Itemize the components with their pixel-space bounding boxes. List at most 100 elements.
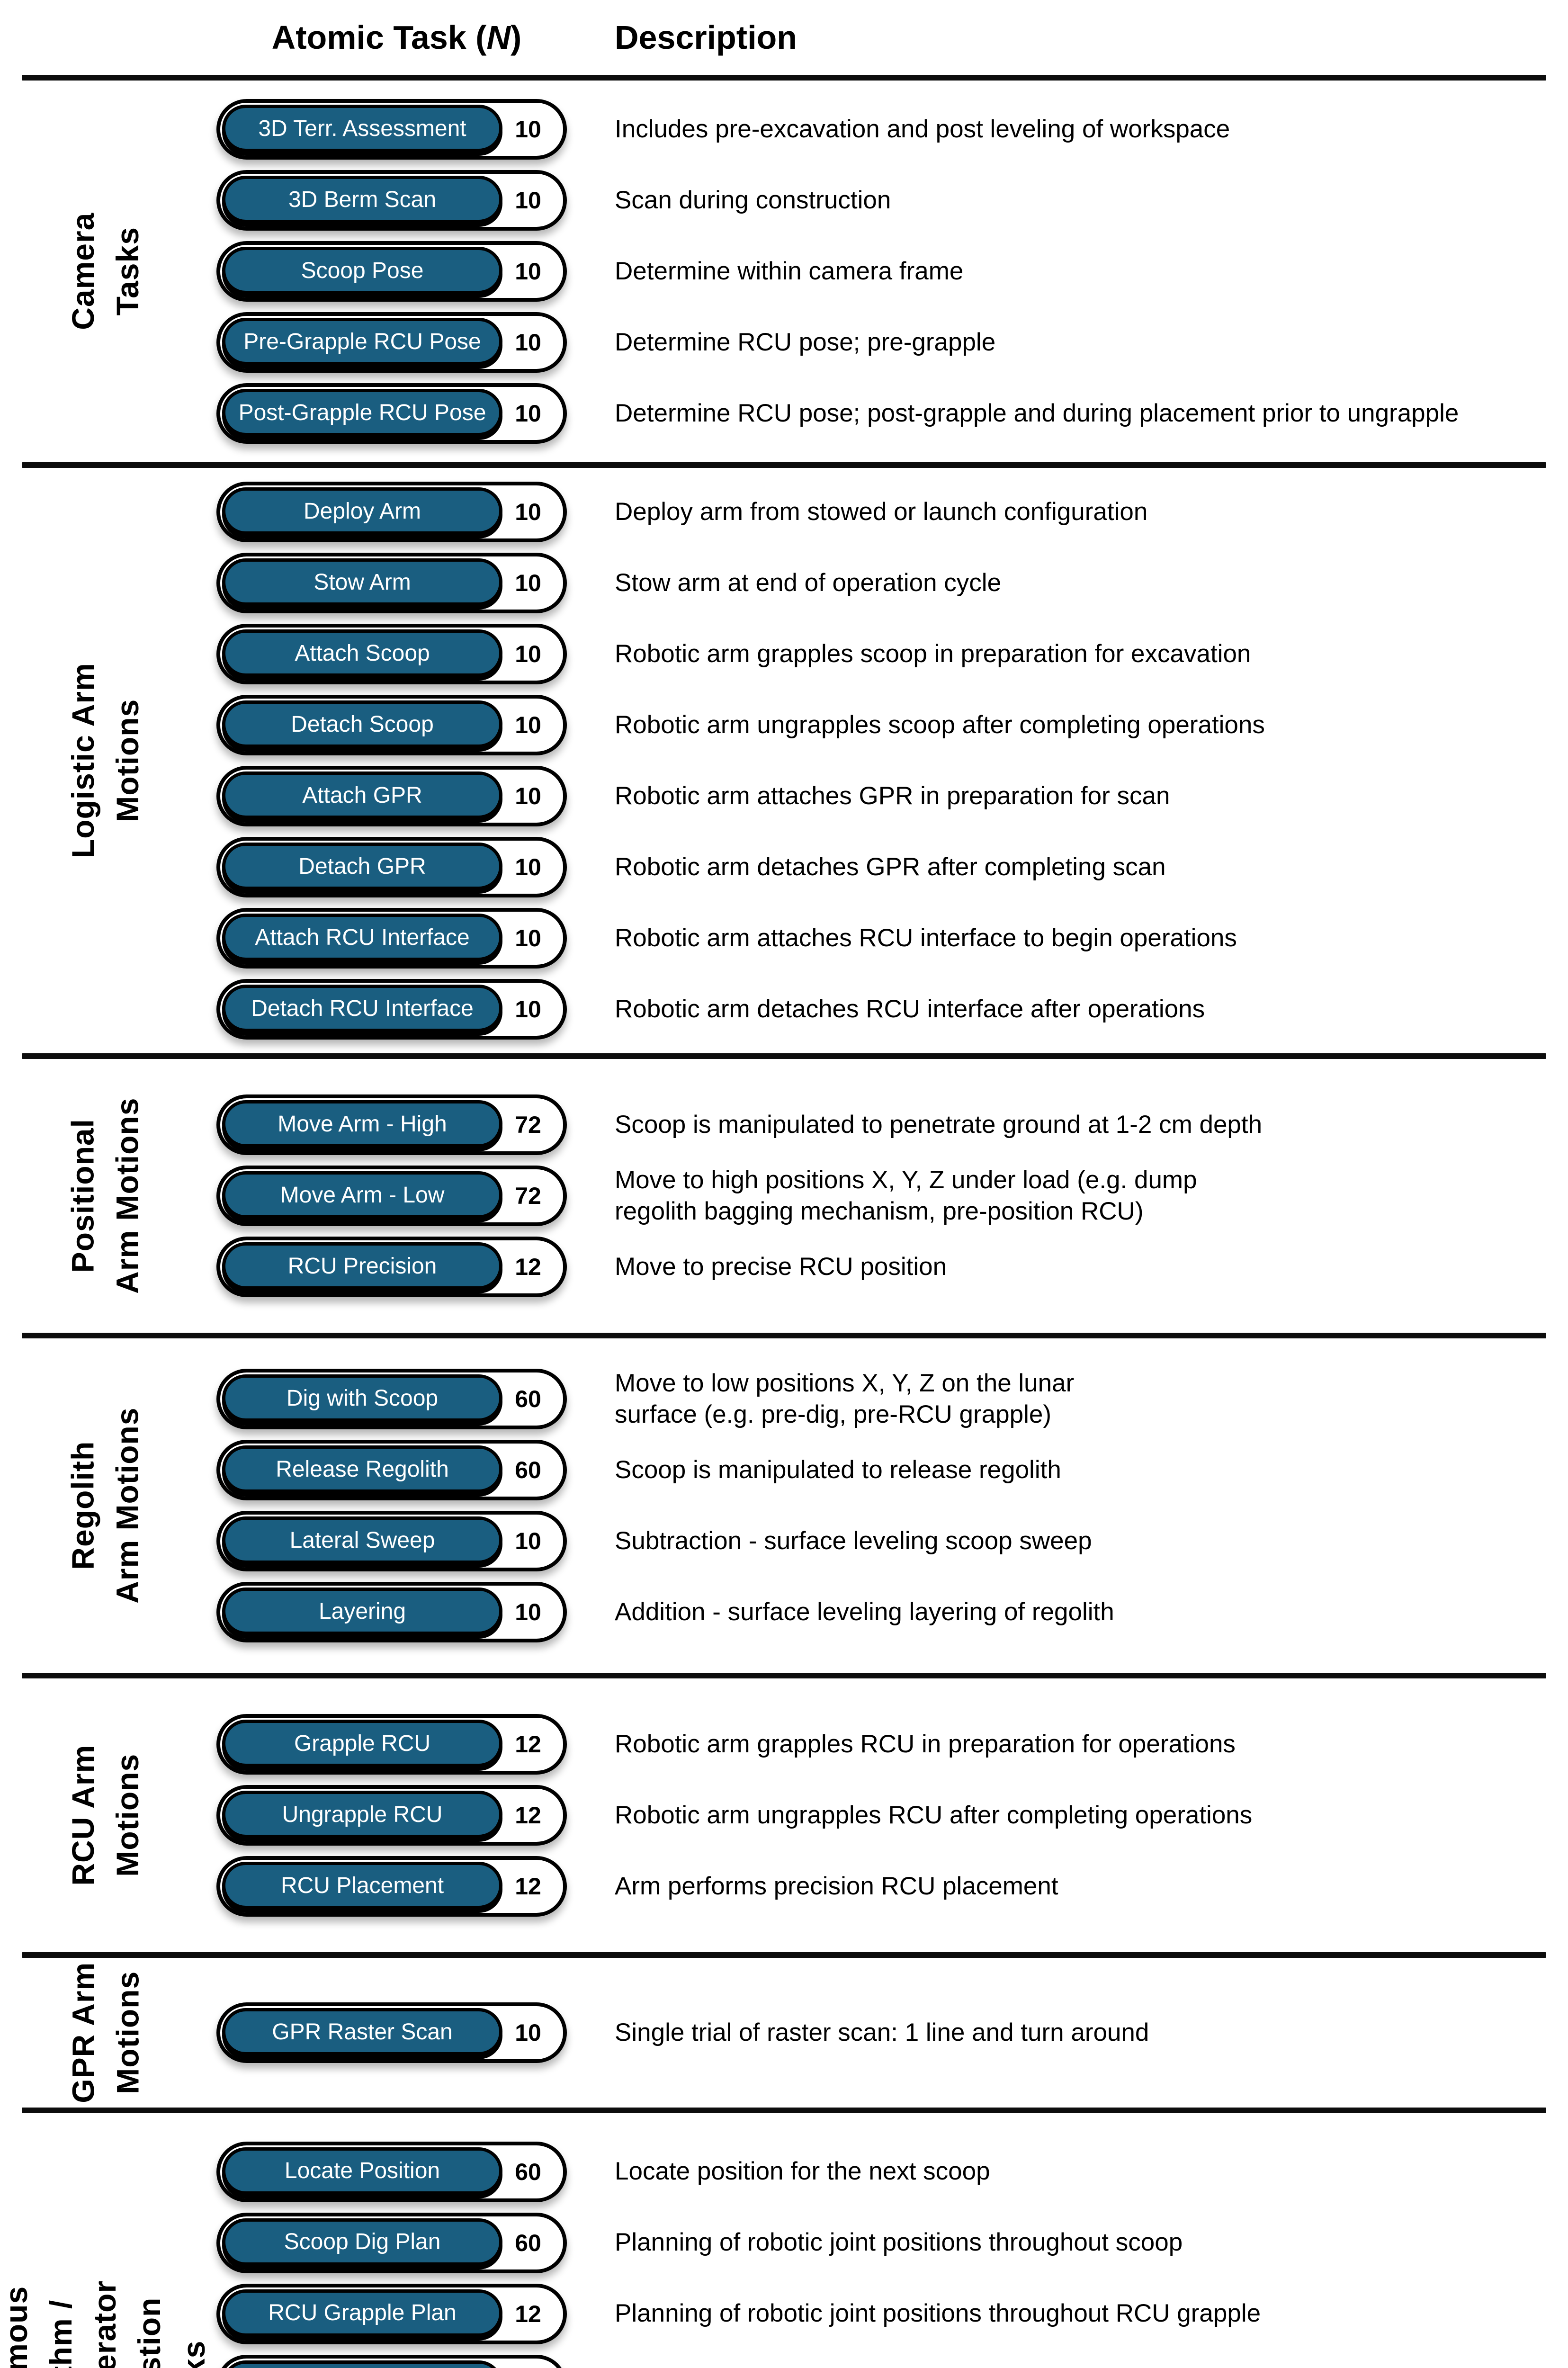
task-description: Arm performs precision RCU placement	[615, 1872, 1058, 1900]
task-description: Determine RCU pose; post-grapple and dur…	[615, 399, 1459, 427]
task-pill: Pre-Grapple RCU Pose 10	[216, 312, 567, 373]
task-pill-cell: Grapple RCU 12	[211, 1714, 582, 1775]
task-count: 10	[515, 712, 541, 738]
task-row: Move Arm - Low 72 Move to high positions…	[211, 1160, 1568, 1231]
task-description: Addition - surface leveling layering of …	[615, 1597, 1114, 1626]
task-pill: Grapple RCU 12	[216, 1714, 567, 1775]
task-pill: Layering 10	[216, 1582, 567, 1642]
task-row: Ungrapple RCU 12 Robotic arm ungrapples …	[211, 1780, 1568, 1851]
task-pill: Post-Grapple RCU Pose 10	[216, 383, 567, 444]
section-gpr-arm-motions: GPR Arm Motions GPR Raster Scan 10 Singl…	[0, 1958, 1568, 2108]
task-pill: RCU Precision 12	[216, 1237, 567, 1297]
task-pill-cell: Scoop Dig Plan 60	[211, 2212, 582, 2273]
task-count: 60	[515, 2229, 541, 2256]
task-description: Stow arm at end of operation cycle	[615, 568, 1002, 597]
task-pill-label: RCU Placement	[222, 1862, 502, 1909]
task-pill-cell: RCU Grapple Plan 12	[211, 2283, 582, 2344]
task-description: Robotic arm ungrapples RCU after complet…	[615, 1801, 1253, 1829]
task-pill-cell: Attach RCU Interface 10	[211, 908, 582, 969]
task-pill: 3D Berm Scan 10	[216, 170, 567, 231]
column-header-description: Description	[615, 19, 797, 56]
section-logistic-arm-motions: Logistic Arm Motions Deploy Arm 10 Deplo…	[0, 468, 1568, 1053]
task-description: Robotic arm detaches RCU interface after…	[615, 995, 1205, 1023]
section-rows: 3D Terr. Assessment 10 Includes pre-exca…	[211, 81, 1568, 462]
task-description: Locate position for the next scoop	[615, 2157, 990, 2186]
section-category: GPR Arm Motions	[0, 1958, 211, 2108]
task-pill-cell: Release Regolith 60	[211, 1440, 582, 1500]
task-count: 12	[515, 1802, 541, 1829]
task-row: RCU Placement 12 Arm performs precision …	[211, 1851, 1568, 1922]
task-count: 60	[515, 1386, 541, 1412]
task-pill-cell: Move Arm - High 72	[211, 1094, 582, 1155]
task-count: 10	[515, 1528, 541, 1554]
section-category: Autonomous Algorithm / Tele-Operator Sug…	[0, 2113, 211, 2368]
task-count: 12	[515, 1873, 541, 1900]
task-row: Release Regolith 60 Scoop is manipulated…	[211, 1435, 1568, 1506]
task-pill-cell: Lateral Sweep 10	[211, 1511, 582, 1571]
task-pill-cell: Scoop Pose 10	[211, 241, 582, 302]
task-pill: RCU Grapple Plan 12	[216, 2283, 567, 2344]
task-pill-label: Lateral Sweep	[222, 1516, 502, 1564]
task-description: Includes pre-excavation and post levelin…	[615, 115, 1230, 143]
task-pill: 3D Terr. Assessment 10	[216, 99, 567, 160]
section-rows: Move Arm - High 72 Scoop is manipulated …	[211, 1059, 1568, 1333]
task-pill-cell: Dig with Scoop 60	[211, 1369, 582, 1429]
section-positional-arm-motions: Positional Arm Motions Move Arm - High 7…	[0, 1059, 1568, 1333]
task-pill: Locate Position 60	[216, 2141, 567, 2202]
task-pill-label: RCU Grapple Plan	[222, 2289, 502, 2337]
task-description: Robotic arm grapples RCU in preparation …	[615, 1730, 1236, 1758]
task-pill-label: Attach RCU Interface	[222, 914, 502, 961]
task-count: 10	[515, 2019, 541, 2046]
task-count: 12	[497, 2359, 559, 2368]
task-description: Single trial of raster scan: 1 line and …	[615, 2018, 1149, 2046]
task-description: Scan during construction	[615, 186, 891, 214]
task-pill-cell: GPR Raster Scan 10	[211, 2002, 582, 2063]
task-count: 10	[515, 1599, 541, 1625]
section-divider	[22, 1952, 1546, 1958]
task-row: RCU Precision 12 Move to precise RCU pos…	[211, 1231, 1568, 1302]
task-row: Post-Grapple RCU Pose 10 Determine RCU p…	[211, 378, 1568, 449]
task-description: Move to high positions X, Y, Z under loa…	[615, 1166, 1197, 1225]
task-description: Planning of robotic joint positions thro…	[615, 2228, 1183, 2257]
section-category-label: Regolith Arm Motions	[65, 1407, 145, 1604]
task-count: 60	[515, 1457, 541, 1483]
table-header: Atomic Task (N) Description	[0, 0, 1568, 75]
task-row: Attach Scoop 10 Robotic arm grapples sco…	[211, 619, 1568, 690]
section-divider	[22, 2108, 1546, 2113]
task-pill-label: 3D Terr. Assessment	[222, 105, 502, 152]
task-row: 3D Terr. Assessment 10 Includes pre-exca…	[211, 94, 1568, 165]
task-row: Stow Arm 10 Stow arm at end of operation…	[211, 547, 1568, 619]
atomic-task-suffix: )	[511, 19, 522, 56]
task-row: Layering 10 Addition - surface leveling …	[211, 1577, 1568, 1648]
task-pill-label: 3D Berm Scan	[222, 176, 502, 223]
task-pill-label: Move Arm - Low	[222, 1171, 502, 1219]
task-count: 10	[515, 258, 541, 285]
task-description: Move to precise RCU position	[615, 1252, 947, 1281]
section-rows: Dig with Scoop 60 Move to low positions …	[211, 1338, 1568, 1673]
task-row: RCU Grapple Plan 12 Planning of robotic …	[211, 2278, 1568, 2350]
section-category-label: RCU Arm Motions	[65, 1745, 145, 1886]
task-count: 10	[515, 854, 541, 880]
task-row: Pre-Grapple RCU Pose 10 Determine RCU po…	[211, 307, 1568, 378]
task-pill-label: Scoop Pose	[222, 247, 502, 294]
task-pill-cell: Layering 10	[211, 1582, 582, 1642]
atomic-task-n: N	[486, 19, 511, 56]
task-pill: Detach RCU Interface 10	[216, 979, 567, 1040]
task-count: 10	[515, 116, 541, 143]
task-pill-label: Scoop Dig Plan	[222, 2218, 502, 2266]
section-category-label: Positional Arm Motions	[65, 1097, 145, 1294]
task-pill: Lateral Sweep 10	[216, 1511, 567, 1571]
section-divider	[22, 1673, 1546, 1678]
task-count: 72	[515, 1183, 541, 1209]
section-divider	[22, 1053, 1546, 1059]
task-description: Robotic arm attaches RCU interface to be…	[615, 924, 1237, 952]
task-pill: Scoop Pose 10	[216, 241, 567, 302]
task-count: 10	[515, 925, 541, 951]
task-pill-label: Ungrapple RCU	[222, 1791, 502, 1838]
task-count: 10	[515, 996, 541, 1023]
task-pill: Ungrapple RCU 12	[216, 1785, 567, 1846]
section-category: Positional Arm Motions	[0, 1059, 211, 1333]
column-header-atomic-task: Atomic Task (N)	[211, 18, 582, 56]
task-pill-label: GPR Raster Scan	[222, 2008, 502, 2055]
